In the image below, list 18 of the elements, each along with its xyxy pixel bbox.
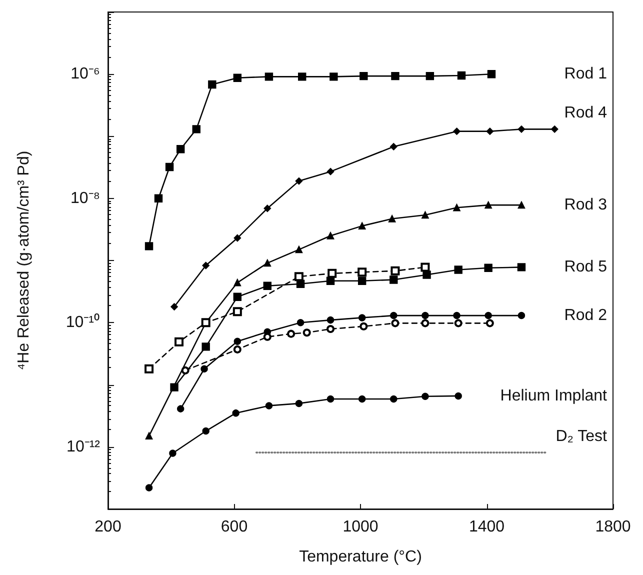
text: Rod 5	[564, 258, 608, 276]
y-axis-title: ⁴He Released (g·atom/cm³ Pd)	[16, 150, 32, 370]
x-tick-label: 200	[94, 518, 122, 536]
y-tick-label: 10⁻⁶	[70, 66, 100, 83]
text: Helium Implant	[500, 387, 608, 404]
series-label: D₂ Test	[556, 428, 608, 446]
x-axis-title: Temperature (°C)	[299, 548, 422, 566]
y-tick-label: 10⁻¹⁰	[66, 313, 100, 332]
x-tick-label: 1400	[468, 518, 505, 536]
x-tick-label: 1000	[342, 518, 378, 536]
x-tick-label: 600	[220, 518, 248, 536]
y-tick-label: 10⁻⁸	[70, 190, 100, 207]
text: Rod 1	[564, 66, 608, 83]
series-label: Rod 4	[564, 104, 608, 122]
text: Rod 2	[564, 307, 608, 324]
text: Rod 3	[564, 196, 608, 214]
x-tick-label: 1800	[595, 518, 631, 536]
y-tick-label: 10⁻¹²	[66, 438, 101, 456]
